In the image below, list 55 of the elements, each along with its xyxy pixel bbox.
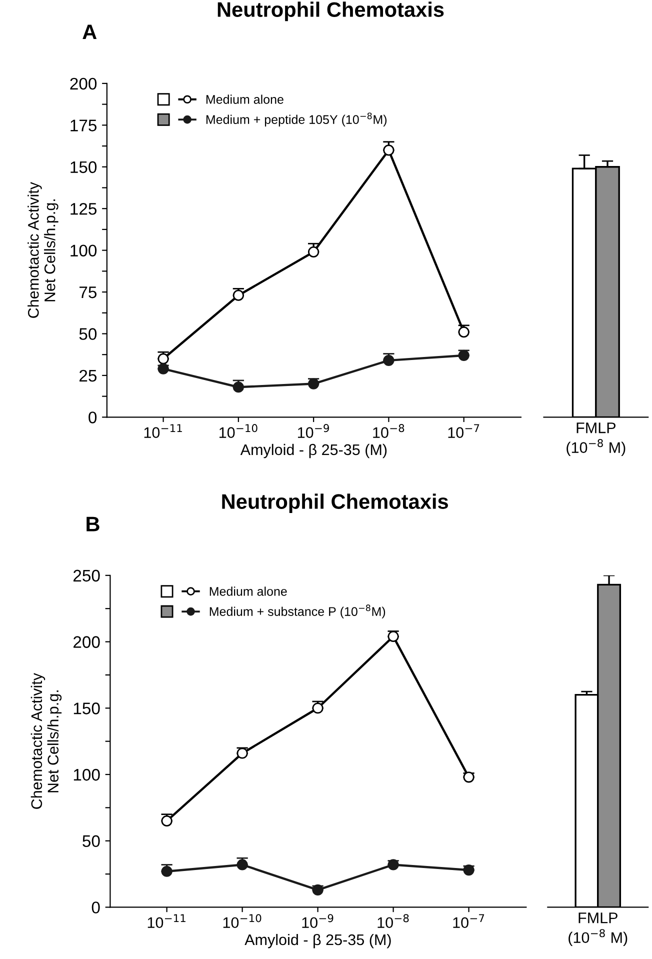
point (236, 859, 248, 870)
y-tick-label: 125 (70, 202, 97, 215)
legend-label: Medium alone (210, 586, 287, 596)
x-tick-label: 10$^{−9}$ (302, 914, 334, 928)
text: A (82, 24, 97, 40)
point (312, 884, 324, 896)
y-tick-label: 25 (80, 370, 97, 382)
text: B (86, 516, 100, 532)
x-tick-label: 10$^{−10}$ (223, 914, 262, 928)
point (463, 772, 474, 783)
y-tick-label: 0 (92, 902, 100, 914)
x-tick-label: 10$^{−7}$ (453, 914, 484, 928)
y-tick-label: 50 (82, 835, 100, 848)
point (308, 378, 320, 390)
y-tick-label: 50 (79, 328, 97, 340)
x-tick-label: FMLP (10$^{−8}$ M) (566, 422, 626, 456)
point (388, 630, 399, 642)
x-tick-label: 10$^{−9}$ (298, 424, 329, 438)
y-tick-label: 175 (70, 120, 97, 132)
x-tick-label: FMLP (10$^{−8}$ M) (568, 912, 628, 946)
y-tick-label: 75 (80, 286, 97, 298)
x-axis-title: Amyloid - β 25-35 (M) (244, 934, 391, 948)
y-tick-label: 0 (88, 412, 97, 424)
legend-label: Medium + substance P (10$^{−8}$M) (210, 604, 386, 618)
point (232, 382, 244, 393)
legend-label: Medium alone (206, 94, 284, 104)
point (158, 363, 169, 374)
x-axis-title: Amyloid - β 25-35 (M) (240, 444, 387, 458)
chart-title: Neutrophil Chemotaxis (222, 494, 448, 514)
y-tick-label: 150 (74, 702, 100, 714)
x-tick-label: 10$^{−8}$ (373, 424, 404, 438)
x-tick-label: 10$^{−7}$ (448, 424, 480, 438)
y-axis-title: Chemotactic Activity Net Cells/h.p.g. (30, 672, 62, 809)
x-tick-label: 10$^{−10}$ (219, 424, 258, 438)
point (463, 864, 474, 876)
y-axis-title: Chemotactic Activity Net Cells/h.p.g. (28, 182, 58, 318)
y-tick-label: 200 (70, 78, 97, 90)
point (236, 748, 248, 759)
x-tick-label: 10$^{−8}$ (378, 914, 409, 928)
x-tick-label: 10$^{−11}$ (148, 914, 186, 928)
point (458, 350, 470, 361)
x-tick-label: 10$^{−11}$ (144, 424, 182, 438)
point (383, 354, 394, 366)
y-tick-label: 150 (70, 161, 97, 174)
point (388, 859, 399, 870)
y-tick-label: 200 (74, 636, 100, 648)
chart-title: Neutrophil Chemotaxis (218, 2, 444, 22)
legend-label: Medium + peptide 105Y (10$^{−8}$M) (206, 112, 387, 126)
point (308, 246, 320, 258)
point (383, 144, 394, 156)
y-tick-label: 100 (74, 768, 100, 781)
y-tick-label: 100 (70, 244, 97, 256)
point (232, 290, 244, 301)
point (312, 702, 324, 714)
y-tick-label: 250 (74, 570, 100, 582)
